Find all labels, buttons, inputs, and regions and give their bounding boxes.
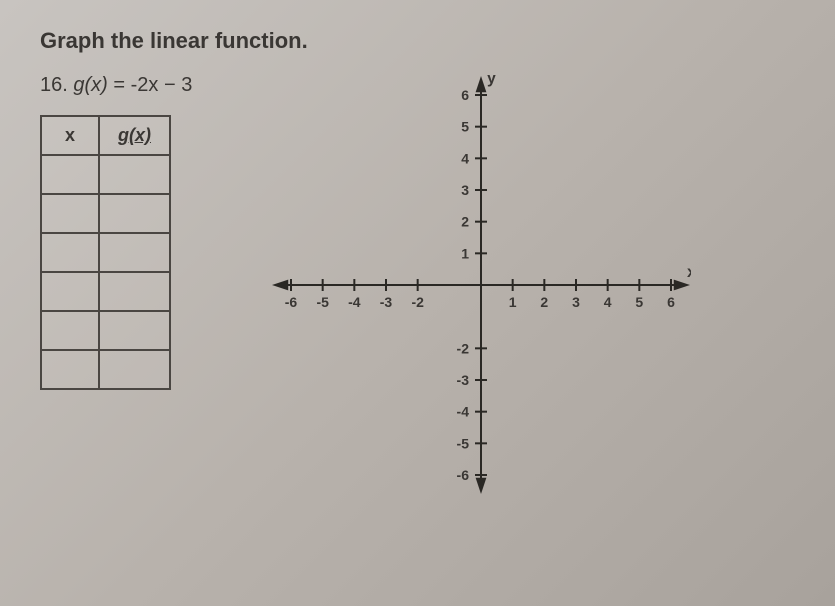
cell-x <box>41 311 99 350</box>
cell-gx <box>99 311 170 350</box>
coordinate-grid: -6 -5 -4 -3 -2 1 2 3 4 5 6 -6 -5 -4 -3 -2 1 2 3 4 5 6 y x <box>271 75 691 495</box>
svg-text:x: x <box>687 264 691 281</box>
problem-number: 16. <box>40 74 68 96</box>
function-lhs: g(x) <box>73 74 107 96</box>
instruction-text: Graph the linear function. <box>40 28 795 54</box>
cell-x <box>41 155 99 194</box>
table-row <box>41 311 170 350</box>
svg-text:-3: -3 <box>457 372 470 388</box>
table-row <box>41 233 170 272</box>
svg-text:6: 6 <box>461 87 469 103</box>
cell-gx <box>99 272 170 311</box>
cell-gx <box>99 194 170 233</box>
function-rhs: -2x − 3 <box>131 74 193 96</box>
svg-text:5: 5 <box>635 294 643 310</box>
svg-text:y: y <box>487 75 496 87</box>
svg-text:-2: -2 <box>457 340 470 356</box>
svg-text:-2: -2 <box>411 294 424 310</box>
svg-text:-6: -6 <box>457 467 470 483</box>
svg-text:-6: -6 <box>285 294 298 310</box>
value-table: x g(x) <box>40 115 171 390</box>
cell-x <box>41 233 99 272</box>
cell-x <box>41 194 99 233</box>
svg-text:1: 1 <box>461 245 469 261</box>
svg-text:-3: -3 <box>380 294 393 310</box>
svg-text:3: 3 <box>461 182 469 198</box>
svg-text:-4: -4 <box>348 294 361 310</box>
chart-svg: -6 -5 -4 -3 -2 1 2 3 4 5 6 -6 -5 -4 -3 -2 1 2 3 4 5 6 y x <box>271 75 691 495</box>
svg-text:1: 1 <box>509 294 517 310</box>
cell-gx <box>99 155 170 194</box>
table-row <box>41 350 170 389</box>
table-row <box>41 194 170 233</box>
cell-gx <box>99 233 170 272</box>
worksheet-page: Graph the linear function. 16. g(x) = -2… <box>0 0 835 523</box>
svg-text:4: 4 <box>461 150 469 166</box>
equals-sign: = <box>113 74 125 96</box>
svg-text:3: 3 <box>572 294 580 310</box>
svg-text:-5: -5 <box>457 435 470 451</box>
svg-text:2: 2 <box>461 214 469 230</box>
svg-text:5: 5 <box>461 119 469 135</box>
svg-text:6: 6 <box>667 294 675 310</box>
svg-text:-4: -4 <box>457 404 470 420</box>
table-row <box>41 155 170 194</box>
cell-x <box>41 350 99 389</box>
table-row <box>41 272 170 311</box>
header-gx: g(x) <box>99 116 170 155</box>
svg-text:2: 2 <box>540 294 548 310</box>
cell-gx <box>99 350 170 389</box>
header-x: x <box>41 116 99 155</box>
table-header-row: x g(x) <box>41 116 170 155</box>
svg-text:-5: -5 <box>316 294 329 310</box>
cell-x <box>41 272 99 311</box>
svg-text:4: 4 <box>604 294 612 310</box>
content-row: x g(x) -6-5-4-3-2123456-6-5-4-3-2123456y… <box>40 115 795 495</box>
